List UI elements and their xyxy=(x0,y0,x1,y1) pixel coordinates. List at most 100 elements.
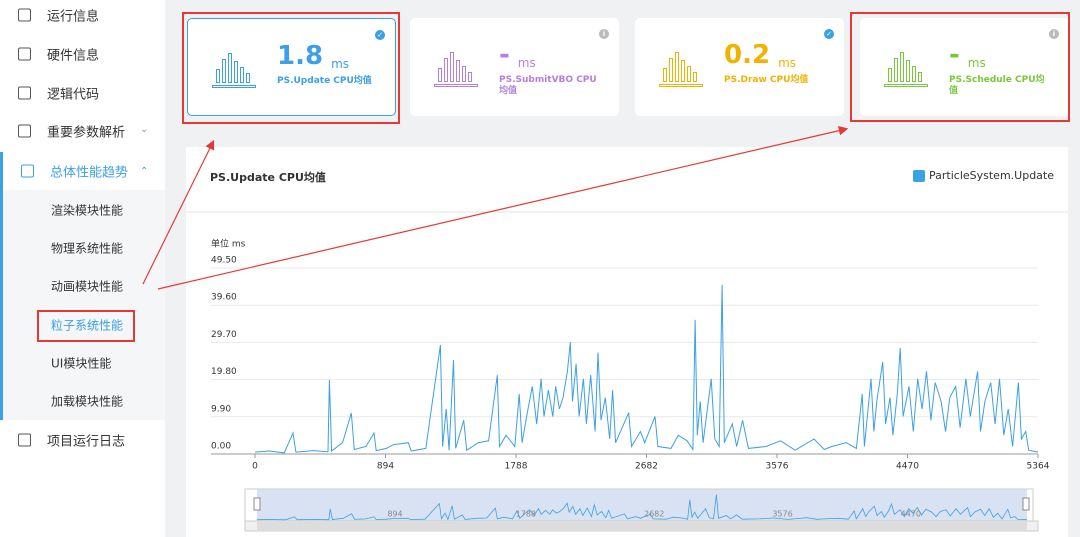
icon-bar xyxy=(888,68,892,82)
metric-card[interactable]: - ms PS.SubmitVBO CPU均值 i xyxy=(410,18,619,116)
menu-icon xyxy=(18,433,31,447)
x-tick-label: 0 xyxy=(252,462,258,472)
icon-base xyxy=(434,84,478,87)
metric-unit: ms xyxy=(967,56,986,70)
icon-bar xyxy=(234,61,238,83)
metric-label: PS.Draw CPU均值 xyxy=(724,75,809,85)
submenu-item[interactable]: 渲染模块性能 xyxy=(51,203,124,218)
x-tick-label: 3576 xyxy=(766,462,789,472)
active-bar xyxy=(0,152,3,420)
sidebar: ⌄ ⌃ 运行信息 硬件信息 逻辑代码 重要参数解析 总体性能趋势 项目运行日志 渲染模块性能… xyxy=(0,0,165,537)
icon-bar xyxy=(222,59,226,83)
y-axis-label: 单位 ms xyxy=(211,238,246,250)
y-tick-label: 49.50 xyxy=(211,256,237,266)
menu-item[interactable]: 运行信息 xyxy=(47,9,100,25)
icon-bar xyxy=(675,52,679,82)
zoom-preview-line xyxy=(256,494,1028,521)
badge: i xyxy=(599,29,609,39)
badge: i xyxy=(1049,29,1059,39)
metric-unit: ms xyxy=(778,56,797,70)
icon-base xyxy=(659,84,703,87)
submenu-item[interactable]: 粒子系统性能 xyxy=(51,318,124,333)
zoom-window[interactable] xyxy=(257,489,1027,521)
zoom-handle[interactable] xyxy=(253,497,261,511)
menu-icon xyxy=(21,164,34,178)
chevron-down: ⌄ xyxy=(140,124,149,135)
y-tick-label: 19.80 xyxy=(211,367,237,377)
highlight-box xyxy=(182,12,400,124)
metric-card[interactable]: 0.2 ms PS.Draw CPU均值 ✓ xyxy=(635,18,844,116)
zoom-tick-label: 894 xyxy=(387,510,402,519)
legend-swatch xyxy=(913,170,925,182)
y-tick-label: 29.70 xyxy=(211,330,237,340)
metric-unit: ms xyxy=(517,56,536,70)
x-tick-label: 4470 xyxy=(896,462,919,472)
menu-item[interactable]: 重要参数解析 xyxy=(47,125,126,141)
metric-unit: ms xyxy=(331,57,350,71)
icon-bar xyxy=(450,52,454,82)
icon-bar xyxy=(900,52,904,82)
highlight-box xyxy=(37,310,135,342)
icon-base xyxy=(212,85,256,88)
icon-bar xyxy=(240,67,244,83)
metric-label: PS.Update CPU均值 xyxy=(277,76,372,86)
icon-bar xyxy=(228,53,232,83)
menu-item[interactable]: 逻辑代码 xyxy=(47,87,100,103)
icon-bar xyxy=(663,68,667,82)
y-tick-label: 9.90 xyxy=(211,404,231,414)
legend-label: ParticleSystem.Update xyxy=(929,169,1054,182)
icon-bar xyxy=(669,58,673,82)
icon-bar xyxy=(906,60,910,82)
icon-bar xyxy=(681,60,685,82)
menu-icon xyxy=(18,8,31,22)
chart-title: PS.Update CPU均值 xyxy=(210,170,326,184)
icon-base xyxy=(884,84,928,87)
submenu-item[interactable]: 动画模块性能 xyxy=(51,279,124,294)
x-tick-label: 894 xyxy=(377,462,394,472)
menu-icon xyxy=(18,86,31,100)
menu-item[interactable]: 硬件信息 xyxy=(47,48,100,64)
metric-label: PS.SubmitVBO CPU均值 xyxy=(499,75,597,96)
zoom-tick-label: 1788 xyxy=(516,510,536,519)
metric-value: - xyxy=(949,40,960,70)
highlight-box xyxy=(850,12,1070,122)
x-tick-label: 1788 xyxy=(505,462,528,472)
metric-value: - xyxy=(499,40,510,70)
icon-bar xyxy=(444,58,448,82)
icon-bar xyxy=(216,69,220,83)
zoom-handle[interactable] xyxy=(1022,497,1030,511)
metric-label: PS.Schedule CPU均值 xyxy=(949,75,1045,96)
icon-bar xyxy=(456,60,460,82)
badge: ✓ xyxy=(824,29,834,39)
icon-bar xyxy=(912,66,916,82)
scroll-thumb[interactable] xyxy=(257,522,1027,530)
icon-bar xyxy=(693,72,697,82)
icon-bar xyxy=(468,72,472,82)
metric-value: 1.8 xyxy=(277,41,324,71)
submenu-item[interactable]: 物理系统性能 xyxy=(51,241,124,256)
submenu-item[interactable]: 加载模块性能 xyxy=(51,394,124,409)
metric-card[interactable]: - ms PS.Schedule CPU均值 i xyxy=(860,18,1069,116)
icon-bar xyxy=(462,66,466,82)
menu-icon xyxy=(18,124,31,138)
menu-icon xyxy=(18,47,31,61)
submenu-item[interactable]: UI模块性能 xyxy=(51,356,112,371)
zoom-tick-label: 3576 xyxy=(772,510,792,519)
y-tick-label: 0.00 xyxy=(211,442,231,452)
icon-bar xyxy=(894,58,898,82)
submenu-bg xyxy=(0,190,165,420)
menu-item[interactable]: 总体性能趋势 xyxy=(50,165,129,181)
series-line xyxy=(254,284,1039,454)
zoom-tick-label: 4470 xyxy=(901,510,921,519)
x-tick-label: 5364 xyxy=(1027,462,1050,472)
icon-bar xyxy=(918,72,922,82)
icon-bar xyxy=(246,73,250,83)
icon-bar xyxy=(687,66,691,82)
metric-card[interactable]: 1.8 ms PS.Update CPU均值 ✓ xyxy=(187,18,396,116)
badge: ✓ xyxy=(375,30,385,40)
metric-value: 0.2 xyxy=(724,40,771,70)
menu-item[interactable]: 项目运行日志 xyxy=(47,434,126,450)
y-tick-label: 39.60 xyxy=(211,293,237,303)
x-tick-label: 2682 xyxy=(635,462,658,472)
